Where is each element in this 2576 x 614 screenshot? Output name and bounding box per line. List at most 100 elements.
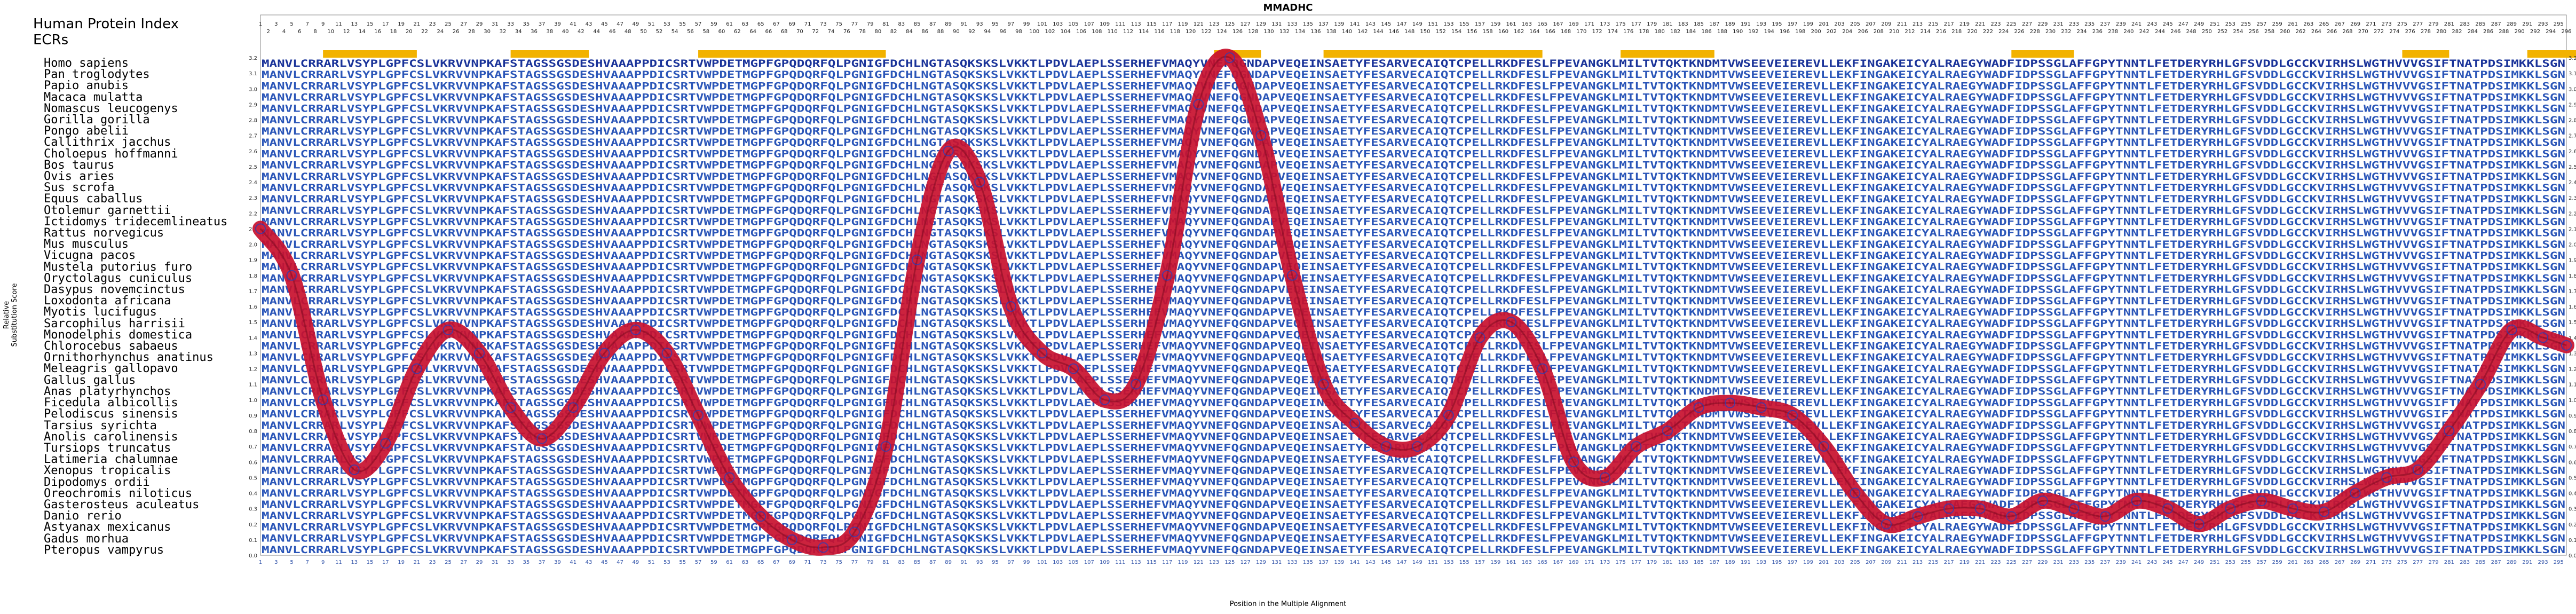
x-tick-label-top: 23 bbox=[429, 21, 436, 27]
species-name: Choloepus hoffmanni bbox=[44, 147, 178, 161]
x-tick-label-top: 200 bbox=[1811, 29, 1821, 35]
x-tick-label-bottom: 89 bbox=[945, 560, 952, 565]
data-point bbox=[380, 438, 391, 449]
data-point bbox=[1005, 301, 1016, 312]
sequence-row: MANVLCRRARLVSYPLGPFCSLVKRVVNPKAFSTAGSSGS… bbox=[262, 216, 2565, 227]
species-name: Anas platyrhynchos bbox=[44, 384, 171, 398]
x-tick-label-top: 296 bbox=[2561, 29, 2571, 35]
x-tick-label-bottom: 139 bbox=[1334, 560, 1344, 565]
species-name: Papio anubis bbox=[44, 79, 129, 93]
data-point bbox=[442, 324, 454, 335]
species-name: Pelodiscus sinensis bbox=[44, 407, 178, 421]
x-tick-label-bottom: 167 bbox=[1553, 560, 1563, 565]
y-tick-label-right: 1.2 bbox=[2569, 367, 2576, 373]
species-name: Mus musculus bbox=[44, 238, 129, 251]
x-tick-label-top: 291 bbox=[2522, 21, 2532, 27]
x-tick-label-bottom: 243 bbox=[2147, 560, 2157, 565]
x-tick-label-bottom: 115 bbox=[1147, 560, 1157, 565]
x-tick-label-bottom: 93 bbox=[976, 560, 983, 565]
data-point bbox=[567, 402, 579, 413]
x-tick-label-top: 65 bbox=[757, 21, 764, 27]
x-tick-label-top: 214 bbox=[1921, 29, 1931, 35]
y-tick-label-right: 0.8 bbox=[2569, 429, 2576, 435]
y-tick-label-right: 0.7 bbox=[2569, 444, 2576, 450]
x-tick-label-bottom: 179 bbox=[1647, 560, 1657, 565]
x-tick-label-top: 143 bbox=[1365, 21, 1376, 27]
x-tick-label-bottom: 275 bbox=[2397, 560, 2407, 565]
x-tick-label-bottom: 133 bbox=[1287, 560, 1297, 565]
data-point bbox=[849, 526, 860, 538]
data-point bbox=[255, 223, 266, 234]
x-tick-label-top: 138 bbox=[1326, 29, 1337, 35]
x-tick-label-top: 71 bbox=[804, 21, 811, 27]
sequence-row: MANVLCRRARLVSYPLGPFCSLVKRVVNPKAFSTAGSSGS… bbox=[262, 420, 2565, 431]
x-tick-label-bottom: 209 bbox=[1881, 560, 1891, 565]
x-tick-label-bottom: 255 bbox=[2241, 560, 2251, 565]
x-tick-label-bottom: 83 bbox=[898, 560, 905, 565]
x-tick-label-bottom: 7 bbox=[306, 560, 309, 565]
species-name: Xenopus tropicalis bbox=[44, 464, 171, 478]
x-tick-label-top: 224 bbox=[1998, 29, 2009, 35]
x-tick-label-top: 122 bbox=[1201, 29, 1211, 35]
data-point bbox=[1599, 472, 1610, 483]
x-tick-label-top: 55 bbox=[679, 21, 686, 27]
species-name: Homo sapiens bbox=[44, 57, 129, 70]
species-name: Ictidomys tridecemlineatus bbox=[44, 215, 228, 229]
sequence-row: MANVLCRRARLVSYPLGPFCSLVKRVVNPKAFSTAGSSGS… bbox=[262, 171, 2565, 183]
x-tick-label-bottom: 51 bbox=[648, 560, 655, 565]
x-tick-label-top: 111 bbox=[1115, 21, 1125, 27]
x-tick-label-top: 258 bbox=[2264, 29, 2274, 35]
x-tick-label-bottom: 291 bbox=[2522, 560, 2532, 565]
y-tick-label-right: 3.0 bbox=[2569, 86, 2576, 92]
x-tick-label-bottom: 63 bbox=[742, 560, 749, 565]
y-tick-label: 2.5 bbox=[249, 164, 257, 170]
x-tick-label-top: 5 bbox=[290, 21, 293, 27]
x-tick-label-bottom: 235 bbox=[2084, 560, 2095, 565]
x-tick-label-top: 33 bbox=[507, 21, 514, 27]
sequence-row: MANVLCRRARLVSYPLGPFCSLVKRVVNPKAFSTAGSSGS… bbox=[262, 476, 2565, 488]
x-tick-label-top: 4 bbox=[282, 29, 286, 35]
x-tick-label-bottom: 265 bbox=[2319, 560, 2329, 565]
x-tick-label-top: 140 bbox=[1342, 29, 1352, 35]
y-tick-label-right: 0.5 bbox=[2569, 475, 2576, 481]
species-name: Ficedula albicollis bbox=[44, 396, 178, 410]
x-tick-label-bottom: 71 bbox=[804, 560, 811, 565]
x-tick-label-bottom: 251 bbox=[2209, 560, 2219, 565]
x-tick-label-top: 241 bbox=[2131, 21, 2142, 27]
data-point bbox=[755, 511, 767, 522]
x-tick-label-top: 277 bbox=[2413, 21, 2423, 27]
sequence-row: MANVLCRRARLVSYPLGPFCSLVKRVVNPKAFSTAGSSGS… bbox=[262, 204, 2565, 216]
x-tick-label-top: 148 bbox=[1404, 29, 1415, 35]
x-tick-label-bottom: 187 bbox=[1709, 560, 1719, 565]
sequence-row: MANVLCRRARLVSYPLGPFCSLVKRVVNPKAFSTAGSSGS… bbox=[262, 397, 2565, 408]
x-tick-label-top: 293 bbox=[2538, 21, 2548, 27]
y-tick-label: 3.1 bbox=[249, 71, 257, 77]
data-point bbox=[2131, 495, 2142, 507]
data-point bbox=[2350, 487, 2361, 499]
species-name: Danio rerio bbox=[44, 509, 122, 523]
x-tick-label-top: 284 bbox=[2468, 29, 2478, 35]
data-point bbox=[1912, 511, 1923, 522]
x-tick-label-top: 144 bbox=[1373, 29, 1384, 35]
x-tick-label-bottom: 147 bbox=[1396, 560, 1406, 565]
x-tick-label-bottom: 163 bbox=[1522, 560, 1532, 565]
data-point bbox=[1161, 270, 1173, 281]
x-tick-label-top: 204 bbox=[1842, 29, 1852, 35]
ecr-region bbox=[1323, 50, 1543, 58]
x-tick-label-top: 222 bbox=[1983, 29, 1993, 35]
data-point bbox=[2319, 506, 2330, 517]
x-tick-label-top: 9 bbox=[321, 21, 325, 27]
x-tick-label-top: 66 bbox=[765, 29, 772, 35]
x-tick-label-top: 169 bbox=[1569, 21, 1579, 27]
x-tick-label-top: 273 bbox=[2382, 21, 2392, 27]
y-tick-label-right: 1.1 bbox=[2569, 382, 2576, 388]
x-tick-label-top: 270 bbox=[2358, 29, 2368, 35]
y-tick-label-right: 2.7 bbox=[2569, 133, 2576, 139]
x-tick-label-top: 283 bbox=[2460, 21, 2470, 27]
x-tick-label-top: 205 bbox=[1850, 21, 1860, 27]
x-tick-label-bottom: 227 bbox=[2022, 560, 2032, 565]
x-tick-label-top: 91 bbox=[961, 21, 968, 27]
y-tick-label: 2.3 bbox=[249, 195, 257, 201]
x-tick-label-bottom: 283 bbox=[2460, 560, 2470, 565]
x-tick-label-top: 141 bbox=[1350, 21, 1360, 27]
